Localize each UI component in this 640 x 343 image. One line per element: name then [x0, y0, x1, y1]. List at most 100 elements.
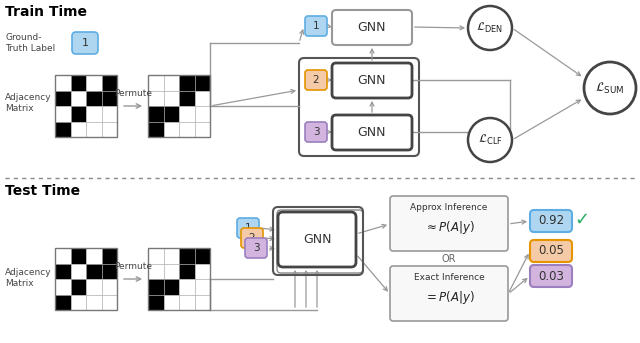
Text: $= P(A|y)$: $= P(A|y)$ [424, 289, 474, 307]
FancyBboxPatch shape [530, 210, 572, 232]
Text: Adjacency
Matrix: Adjacency Matrix [5, 268, 52, 288]
FancyBboxPatch shape [305, 16, 327, 36]
Bar [70, 91, 86, 106]
Bar [55, 248, 70, 263]
Text: GNN: GNN [358, 74, 387, 87]
Circle shape [584, 62, 636, 114]
Bar [102, 279, 117, 295]
Bar [163, 91, 179, 106]
Text: 0.03: 0.03 [538, 270, 564, 283]
Bar [179, 295, 195, 310]
FancyBboxPatch shape [332, 63, 412, 98]
Bar [179, 279, 195, 295]
Bar [70, 75, 86, 91]
Bar [163, 263, 179, 279]
Bar [163, 295, 179, 310]
Circle shape [468, 6, 512, 50]
Bar [70, 248, 86, 263]
Text: GNN: GNN [358, 21, 387, 34]
Text: 1: 1 [244, 223, 252, 233]
Bar [86, 91, 102, 106]
Bar [148, 91, 163, 106]
Bar [195, 263, 210, 279]
Bar [86, 279, 102, 295]
FancyBboxPatch shape [305, 122, 327, 142]
Bar [148, 75, 210, 137]
Bar [102, 248, 117, 263]
Bar [55, 75, 117, 137]
Bar [148, 279, 163, 295]
Text: GNN: GNN [358, 126, 387, 139]
FancyBboxPatch shape [530, 265, 572, 287]
Text: 2: 2 [313, 75, 319, 85]
FancyBboxPatch shape [241, 228, 263, 248]
Text: 3: 3 [313, 127, 319, 137]
Bar [163, 279, 179, 295]
Bar [148, 248, 210, 310]
Bar [102, 91, 117, 106]
Text: 3: 3 [253, 243, 259, 253]
Bar [102, 263, 117, 279]
Text: Approx Inference: Approx Inference [410, 203, 488, 213]
Bar [195, 248, 210, 263]
FancyBboxPatch shape [245, 238, 267, 258]
FancyBboxPatch shape [332, 10, 412, 45]
Bar [195, 121, 210, 137]
FancyBboxPatch shape [530, 240, 572, 262]
Text: $\mathcal{L}_{\mathsf{CLF}}$: $\mathcal{L}_{\mathsf{CLF}}$ [477, 133, 502, 147]
Bar [179, 75, 195, 91]
Text: OR: OR [442, 254, 456, 264]
Text: $\mathcal{L}_{\mathsf{SUM}}$: $\mathcal{L}_{\mathsf{SUM}}$ [595, 81, 625, 96]
Bar [179, 248, 195, 263]
Bar [102, 75, 117, 91]
FancyBboxPatch shape [305, 70, 327, 90]
FancyBboxPatch shape [332, 115, 412, 150]
Text: $\approx P(A|y)$: $\approx P(A|y)$ [424, 220, 474, 237]
Text: Train Time: Train Time [5, 5, 87, 19]
Bar [86, 106, 102, 121]
Bar [148, 295, 163, 310]
Bar [148, 263, 163, 279]
Bar [179, 91, 195, 106]
Text: 0.92: 0.92 [538, 214, 564, 227]
Bar [55, 91, 70, 106]
Bar [55, 295, 70, 310]
Bar [55, 248, 117, 310]
Bar [102, 106, 117, 121]
Bar [55, 106, 70, 121]
FancyBboxPatch shape [237, 218, 259, 238]
Text: 0.05: 0.05 [538, 245, 564, 258]
Bar [86, 263, 102, 279]
Bar [195, 75, 210, 91]
Bar [148, 106, 163, 121]
FancyBboxPatch shape [278, 212, 356, 267]
Text: ✓: ✓ [575, 211, 589, 229]
Bar [55, 75, 70, 91]
Text: Exact Inference: Exact Inference [413, 273, 484, 283]
Bar [163, 248, 179, 263]
Bar [163, 75, 179, 91]
Text: Permute: Permute [114, 262, 152, 271]
Text: 2: 2 [249, 233, 255, 243]
Bar [179, 121, 195, 137]
Text: Permute: Permute [114, 89, 152, 98]
Bar [70, 279, 86, 295]
Bar [195, 279, 210, 295]
Bar [86, 121, 102, 137]
Bar [179, 263, 195, 279]
Bar [195, 106, 210, 121]
Text: Adjacency
Matrix: Adjacency Matrix [5, 93, 52, 113]
Text: GNN: GNN [303, 233, 332, 246]
Text: Ground-
Truth Label: Ground- Truth Label [5, 33, 55, 53]
Bar [102, 121, 117, 137]
Text: Test Time: Test Time [5, 184, 80, 198]
Bar [70, 121, 86, 137]
Text: 1: 1 [81, 38, 88, 48]
Bar [70, 295, 86, 310]
Bar [70, 263, 86, 279]
Bar [179, 106, 195, 121]
Bar [55, 121, 70, 137]
FancyBboxPatch shape [390, 266, 508, 321]
Bar [195, 295, 210, 310]
Bar [102, 295, 117, 310]
